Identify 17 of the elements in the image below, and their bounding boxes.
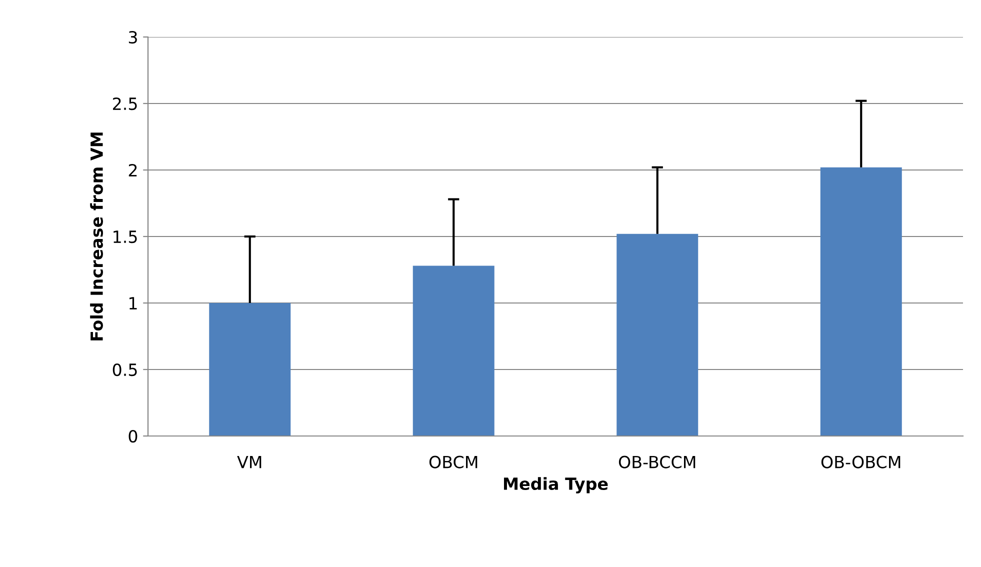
y-tick-label: 2.5 (112, 97, 137, 110)
y-tick-label: 0 (128, 430, 138, 443)
x-tick-label: OB-BCCM (618, 456, 696, 468)
y-tick-label: 0.5 (112, 363, 137, 376)
bar (820, 167, 902, 436)
y-axis-title: Fold Increase from VM (90, 132, 103, 340)
y-tick-label: 1.5 (114, 230, 137, 244)
x-tick-label: OBCM (429, 456, 478, 468)
y-tick-label: 2 (128, 164, 137, 176)
x-axis-title: Media Type (504, 477, 608, 494)
bar (412, 266, 494, 436)
y-tick-label: 1 (130, 297, 137, 310)
bar (616, 234, 698, 436)
x-tick-label: VM (237, 456, 262, 468)
x-tick-label: OB-OBCM (821, 456, 900, 468)
bar (209, 303, 291, 436)
y-tick-label: 3 (128, 30, 137, 44)
